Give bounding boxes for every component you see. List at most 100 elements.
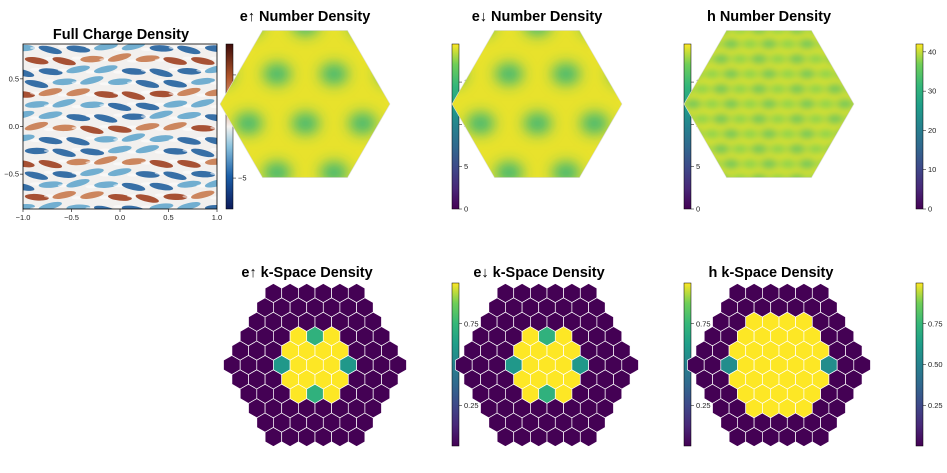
charge-lobe — [23, 91, 35, 98]
colorbar-tick-label: 0.25 — [928, 401, 943, 410]
density-minimum — [807, 30, 825, 34]
e-down-number-density-panel: e↓ Number Density051015 — [381, 9, 723, 233]
charge-lobe-highlight — [210, 147, 217, 151]
charge-lobe — [94, 136, 119, 143]
density-minimum — [836, 39, 854, 49]
colorbar-tick-label: 0.50 — [928, 360, 943, 369]
charge-lobe — [149, 135, 174, 143]
plot-title: e↑ k-Space Density — [241, 265, 372, 281]
density-minimum — [750, 114, 768, 124]
density-minimum — [463, 211, 491, 233]
density-minimum — [495, 63, 523, 85]
density-minimum — [292, 211, 320, 233]
colorbar-tick-label: 0.75 — [696, 319, 711, 328]
density-minimum — [798, 69, 816, 79]
charge-lobe — [52, 171, 77, 178]
density-minimum — [693, 174, 711, 178]
density-minimum — [750, 30, 768, 34]
density-minimum — [826, 84, 844, 94]
density-minimum — [665, 70, 683, 79]
charge-lobe — [66, 88, 90, 97]
density-minimum — [320, 63, 348, 85]
density-minimum — [788, 114, 806, 124]
density-minimum — [845, 30, 854, 34]
charge-lobe — [107, 53, 132, 62]
charge-lobe-highlight — [210, 126, 217, 130]
density-minimum — [684, 99, 702, 109]
density-minimum — [377, 63, 390, 85]
density-minimum — [695, 211, 723, 233]
charge-lobe — [149, 159, 174, 168]
density-minimum — [406, 112, 434, 134]
density-background — [220, 30, 390, 178]
density-minimum — [760, 99, 778, 109]
charge-lobe — [80, 191, 104, 199]
density-minimum — [291, 112, 320, 135]
charge-lobe — [121, 205, 146, 209]
charge-lobe-highlight — [210, 104, 217, 109]
density-minimum — [703, 99, 721, 109]
density-minimum — [731, 54, 749, 64]
density-minimum — [693, 84, 711, 94]
charge-lobe — [121, 91, 146, 100]
density-minimum — [741, 69, 759, 79]
charge-lobe-highlight — [210, 81, 217, 85]
charge-lobe — [94, 44, 118, 51]
colorbar-tick-label: 10 — [928, 165, 936, 174]
density-minimum — [826, 144, 844, 154]
density-minimum — [410, 14, 438, 36]
density-minimum — [712, 54, 730, 64]
charge-lobe — [177, 137, 201, 145]
charge-lobe — [107, 194, 132, 201]
charge-lobe — [149, 90, 174, 98]
colorbar — [915, 282, 924, 447]
charge-lobe — [24, 171, 49, 180]
colorbar — [683, 43, 692, 210]
charge-lobe — [191, 170, 216, 178]
colorbar-tick-label: 20 — [928, 126, 936, 135]
density-minimum — [855, 100, 873, 109]
charge-lobe — [38, 201, 62, 209]
k-space-grid — [687, 282, 871, 448]
charge-lobe — [163, 57, 187, 65]
charge-lobe — [177, 68, 202, 75]
density-minimum — [703, 159, 721, 169]
density-minimum — [348, 112, 377, 135]
density-minimum — [779, 99, 797, 109]
charge-lobe — [121, 158, 146, 165]
density-minimum — [638, 112, 666, 134]
hexagon-outline — [219, 30, 391, 178]
charge-lobe — [38, 137, 63, 145]
density-minimum — [722, 129, 740, 139]
density-minimum — [581, 211, 609, 233]
density-minimum — [864, 175, 882, 184]
charge-lobe-highlight — [210, 171, 217, 176]
density-minimum — [665, 40, 683, 49]
density-minimum — [798, 99, 816, 109]
charge-lobe — [80, 76, 104, 85]
charge-lobe — [163, 148, 188, 155]
density-minimum — [788, 54, 806, 64]
density-minimum — [665, 130, 683, 139]
h-number-density-panel: h Number Density 0 10 20 30 40 — [665, 9, 936, 214]
density-minimum — [741, 39, 759, 49]
density-minimum — [855, 40, 873, 49]
density-minimum — [750, 84, 768, 94]
density-minimum — [826, 30, 844, 34]
density-minimum — [836, 99, 854, 109]
density-minimum — [638, 211, 666, 233]
density-minimum — [760, 69, 778, 79]
charge-lobe — [135, 145, 160, 154]
charge-lobe — [24, 101, 49, 108]
charge-lobe — [135, 102, 160, 111]
charge-lobe — [38, 111, 63, 119]
colorbar-tick-label: 0.75 — [928, 319, 943, 328]
charge-lobe — [107, 145, 132, 154]
charge-lobe — [23, 110, 35, 119]
charge-lobe — [66, 137, 90, 146]
density-minimum — [731, 174, 749, 178]
density-minimum — [788, 144, 806, 154]
plot-title: h Number Density — [707, 9, 831, 25]
density-minimum — [381, 63, 409, 85]
